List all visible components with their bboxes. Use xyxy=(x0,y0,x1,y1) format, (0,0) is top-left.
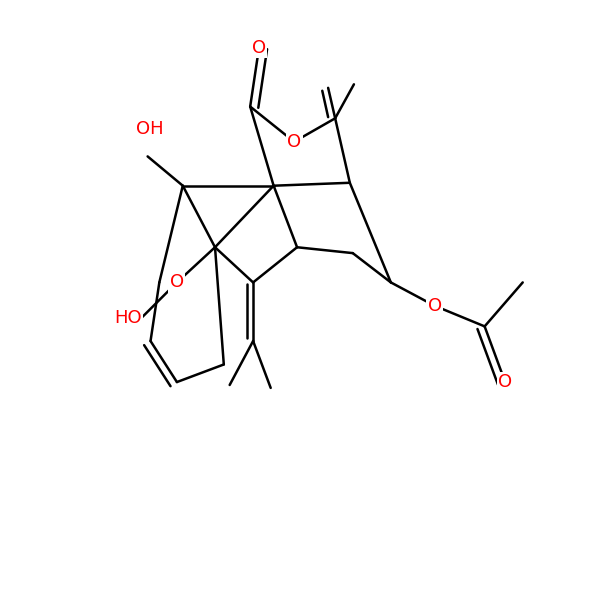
Text: OH: OH xyxy=(136,120,164,138)
Text: O: O xyxy=(428,297,442,315)
Text: O: O xyxy=(252,39,266,57)
Text: O: O xyxy=(170,274,184,292)
Text: HO: HO xyxy=(114,308,142,326)
Text: O: O xyxy=(287,133,301,151)
Text: O: O xyxy=(498,373,512,391)
